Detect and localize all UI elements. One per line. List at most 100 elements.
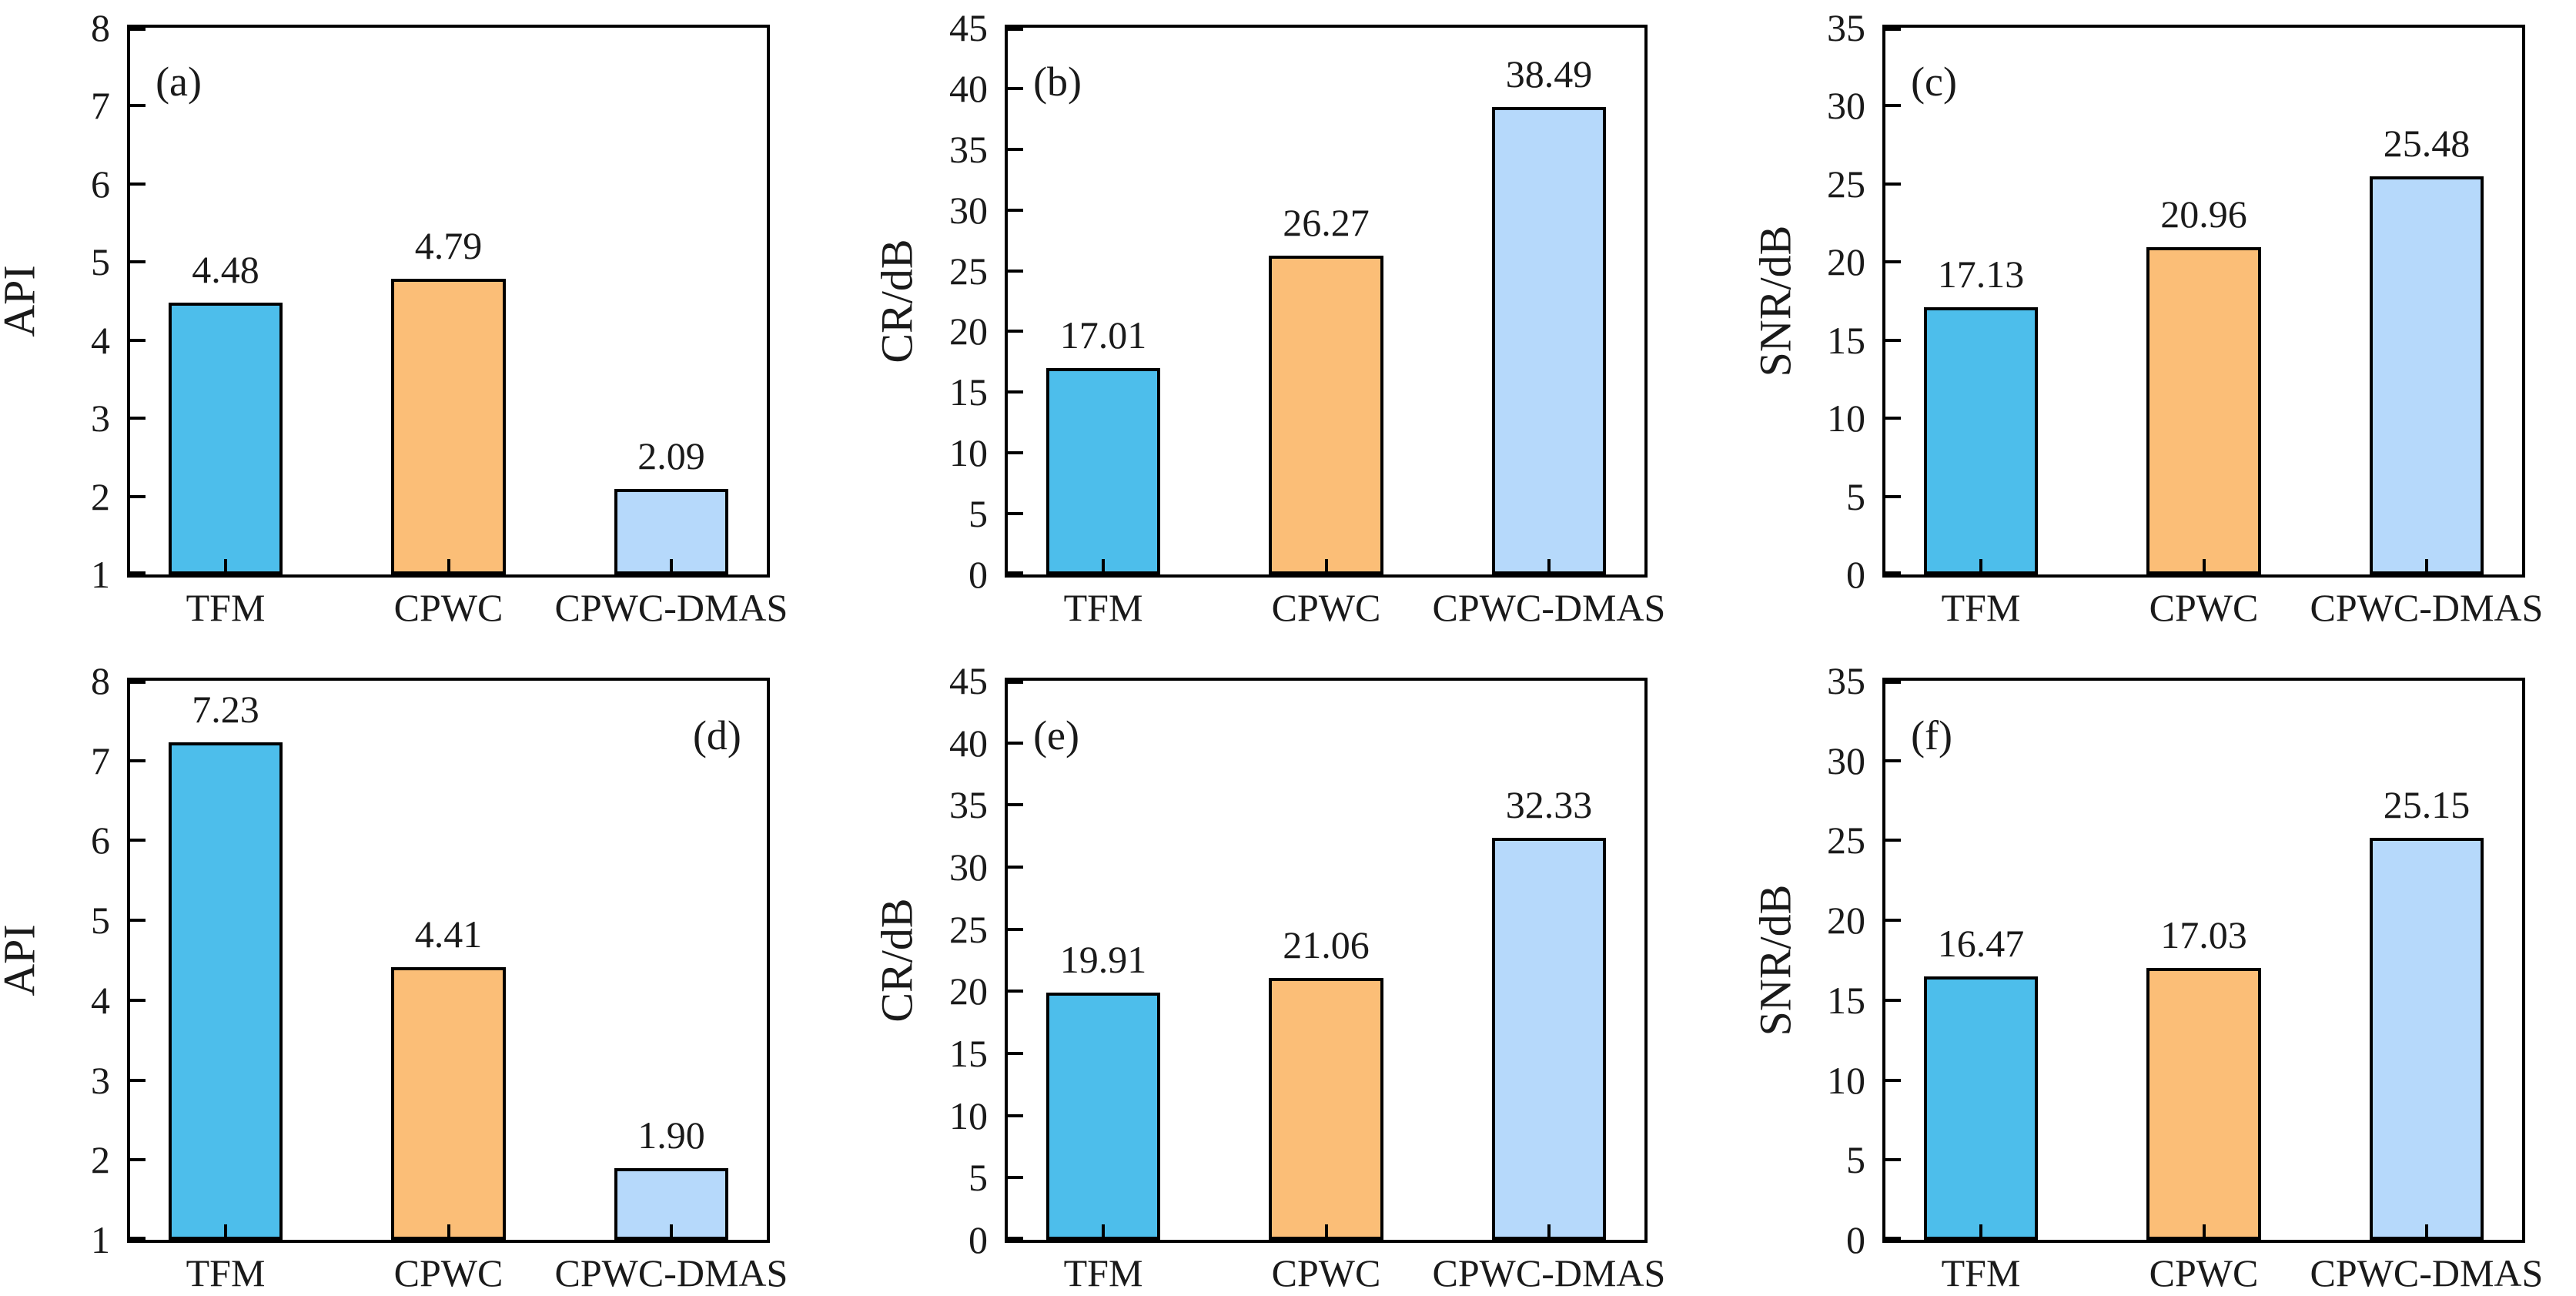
x-tick-mark — [2202, 1224, 2206, 1240]
y-tick-mark — [1885, 681, 1901, 684]
y-tick-label: 2 — [91, 1138, 110, 1182]
panel-d-plot-box: API 1 2 3 4 5 6 7 8 TFM 7.23 CPWC 4.41 CPWC-DMAS 1.90 (… — [0, 661, 788, 1292]
value-label: 26.27 — [1283, 200, 1370, 244]
value-label: 20.96 — [2160, 192, 2247, 236]
y-tick-mark — [130, 494, 146, 498]
y-tick-mark — [130, 681, 146, 684]
y-tick-mark — [1885, 338, 1901, 342]
category-label: TFM — [1063, 586, 1143, 629]
y-tick-mark — [1008, 208, 1023, 212]
y-tick-mark — [1885, 839, 1901, 842]
y-tick-label: 10 — [1827, 397, 1865, 440]
y-axis-label-text: CR/dB — [872, 898, 923, 1023]
y-tick-label: 25 — [949, 907, 988, 951]
y-axis-label-text: API — [0, 265, 45, 337]
panel-f-plot-box: SNR/dB 0 5 10 15 20 25 30 35 TFM 16.47 CPWC 17.03 CPW… — [1750, 661, 2543, 1292]
y-tick-mark — [1008, 990, 1023, 993]
panel-tag-c: (c) — [1911, 58, 1958, 105]
y-tick-mark — [1885, 1158, 1901, 1162]
y-tick-mark — [1008, 803, 1023, 807]
y-tick-label: 15 — [949, 1032, 988, 1075]
y-tick-label: 30 — [1827, 738, 1865, 782]
bar-cpwc — [391, 278, 506, 574]
y-tick-mark — [1885, 260, 1901, 264]
y-tick-mark — [1885, 1078, 1901, 1082]
y-tick-mark — [1008, 1237, 1023, 1240]
y-tick-label: 25 — [1827, 162, 1865, 206]
category-label: CPWC — [1271, 1251, 1381, 1294]
y-tick-mark — [130, 260, 146, 264]
y-tick-mark — [1885, 759, 1901, 762]
y-tick-label: 3 — [91, 397, 110, 440]
y-tick-label: 40 — [949, 721, 988, 765]
y-tick-label: 5 — [1846, 474, 1865, 518]
bar-cpwc-dmas — [2369, 176, 2484, 574]
y-tick-label: 0 — [969, 1218, 988, 1261]
bar-tfm — [168, 303, 283, 574]
y-tick-mark — [1885, 417, 1901, 420]
y-tick-label: 3 — [91, 1058, 110, 1102]
y-tick-mark — [130, 338, 146, 342]
value-label: 21.06 — [1283, 923, 1370, 967]
y-tick-mark — [130, 571, 146, 574]
bar-tfm — [1923, 306, 2039, 574]
category-label: CPWC — [2149, 586, 2259, 629]
y-tick-label: 40 — [949, 66, 988, 110]
y-tick-mark — [130, 1078, 146, 1082]
y-tick-label: 20 — [1827, 899, 1865, 943]
panel-a-plot-box: API 1 2 3 4 5 6 7 8 TFM 4.48 CPWC 4.79 CPWC-DMAS 2.09 (… — [0, 8, 788, 627]
y-tick-mark — [1008, 866, 1023, 869]
value-label: 38.49 — [1505, 52, 1593, 95]
y-axis-label-text: SNR/dB — [1750, 884, 1801, 1036]
panel-tag-d: (d) — [692, 712, 741, 759]
y-tick-mark — [1008, 1052, 1023, 1055]
bar-tfm — [1045, 367, 1161, 574]
y-tick-label: 30 — [1827, 84, 1865, 128]
y-tick-mark — [130, 919, 146, 923]
value-label: 17.13 — [1937, 252, 2025, 296]
x-tick-mark — [447, 1224, 450, 1240]
value-label: 17.01 — [1059, 313, 1147, 357]
y-tick-mark — [1008, 28, 1023, 31]
category-label: TFM — [186, 1251, 266, 1294]
y-tick-mark — [1885, 28, 1901, 31]
y-tick-mark — [1008, 927, 1023, 931]
y-tick-mark — [130, 839, 146, 842]
y-tick-label: 4 — [91, 318, 110, 362]
panel-b-plot-box: CR/dB 0 5 10 15 20 25 30 35 40 45 TFM 17.01 CPWC 26.27… — [872, 8, 1665, 627]
category-label: CPWC-DMAS — [1432, 586, 1666, 629]
y-tick-mark — [1008, 1113, 1023, 1117]
y-tick-mark — [130, 28, 146, 31]
bar-cpwc-dmas — [1491, 106, 1607, 574]
y-tick-label: 8 — [91, 659, 110, 702]
y-tick-mark — [1008, 86, 1023, 90]
value-label: 19.91 — [1059, 937, 1147, 981]
y-tick-label: 0 — [969, 553, 988, 596]
category-label: TFM — [1063, 1251, 1143, 1294]
x-tick-mark — [1324, 1224, 1328, 1240]
value-label: 4.41 — [414, 913, 483, 956]
y-tick-label: 2 — [91, 474, 110, 518]
y-tick-mark — [130, 104, 146, 108]
category-label: CPWC-DMAS — [1432, 1251, 1666, 1294]
y-tick-label: 7 — [91, 738, 110, 782]
bar-tfm — [1923, 976, 2039, 1240]
panel-tag-e: (e) — [1033, 712, 1080, 759]
y-tick-label: 8 — [91, 6, 110, 49]
y-tick-mark — [130, 417, 146, 420]
x-tick-mark — [1102, 559, 1106, 574]
value-label: 4.48 — [192, 248, 259, 292]
bar-tfm — [1045, 992, 1161, 1240]
y-tick-label: 5 — [91, 899, 110, 943]
bar-cpwc — [2146, 967, 2261, 1240]
category-label: CPWC — [1271, 586, 1381, 629]
y-tick-label: 35 — [949, 127, 988, 171]
y-tick-label: 20 — [1827, 240, 1865, 284]
category-label: CPWC-DMAS — [2310, 586, 2544, 629]
y-tick-mark — [1008, 330, 1023, 333]
category-label: CPWC — [393, 586, 503, 629]
x-tick-mark — [669, 1224, 673, 1240]
value-label: 7.23 — [192, 687, 259, 731]
x-tick-mark — [1547, 559, 1551, 574]
bar-cpwc — [391, 967, 506, 1240]
